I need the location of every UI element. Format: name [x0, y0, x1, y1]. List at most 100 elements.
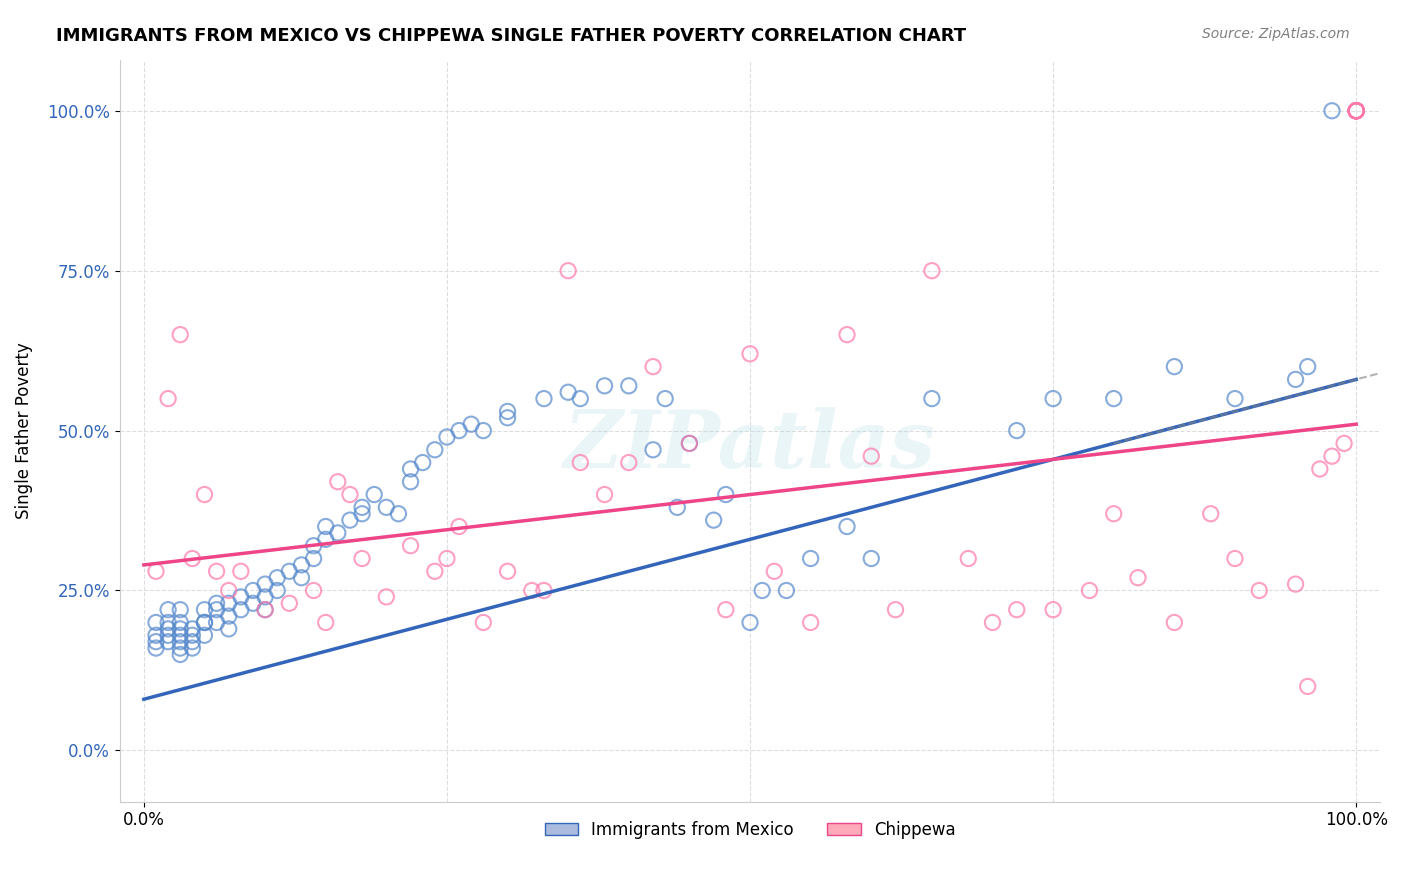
Point [169, 327, 191, 342]
Point [339, 487, 361, 501]
Point [315, 615, 337, 630]
Point [714, 487, 737, 501]
Point [738, 347, 761, 361]
Point [218, 609, 240, 624]
Point [1333, 436, 1355, 450]
Point [654, 392, 676, 406]
Point [472, 615, 495, 630]
Point [205, 603, 228, 617]
Point [835, 327, 858, 342]
Point [678, 436, 700, 450]
Point [254, 603, 277, 617]
Point [533, 392, 555, 406]
Point [800, 551, 823, 566]
Point [1320, 449, 1343, 463]
Point [557, 263, 579, 277]
Point [1296, 680, 1319, 694]
Point [266, 583, 288, 598]
Point [302, 583, 325, 598]
Point [399, 475, 422, 489]
Point [218, 583, 240, 598]
Point [229, 590, 252, 604]
Point [302, 539, 325, 553]
Point [157, 603, 180, 617]
Point [363, 487, 385, 501]
Point [593, 379, 616, 393]
Point [617, 456, 640, 470]
Point [290, 571, 312, 585]
Point [1163, 359, 1185, 374]
Point [169, 603, 191, 617]
Point [641, 359, 664, 374]
Point [315, 533, 337, 547]
Point [436, 551, 458, 566]
Point [254, 590, 277, 604]
Point [1346, 103, 1368, 118]
Point [460, 417, 482, 432]
Point [569, 392, 592, 406]
Point [617, 379, 640, 393]
Point [1346, 103, 1368, 118]
Point [1042, 392, 1064, 406]
Point [520, 583, 543, 598]
Point [1296, 359, 1319, 374]
Point [775, 583, 797, 598]
Point [205, 615, 228, 630]
Point [193, 615, 215, 630]
Point [1346, 103, 1368, 118]
Point [800, 615, 823, 630]
Point [1223, 551, 1246, 566]
Point [169, 622, 191, 636]
Point [1346, 103, 1368, 118]
Point [375, 590, 398, 604]
Point [145, 641, 167, 656]
Point [921, 263, 943, 277]
Point [157, 622, 180, 636]
Point [496, 404, 519, 418]
Point [1078, 583, 1101, 598]
Point [181, 551, 204, 566]
Point [205, 564, 228, 578]
Point [1102, 392, 1125, 406]
Point [290, 558, 312, 572]
Point [449, 519, 471, 533]
Point [1042, 603, 1064, 617]
Point [1223, 392, 1246, 406]
Point [242, 583, 264, 598]
Point [242, 596, 264, 610]
Point [981, 615, 1004, 630]
Text: ZIPatlas: ZIPatlas [564, 407, 936, 484]
Point [860, 551, 883, 566]
Point [1346, 103, 1368, 118]
Point [169, 634, 191, 648]
Point [181, 622, 204, 636]
Point [326, 475, 349, 489]
Point [181, 634, 204, 648]
Point [557, 385, 579, 400]
Point [641, 442, 664, 457]
Point [533, 583, 555, 598]
Point [145, 615, 167, 630]
Point [860, 449, 883, 463]
Point [1309, 462, 1331, 476]
Point [278, 596, 301, 610]
Point [1005, 603, 1028, 617]
Point [387, 507, 409, 521]
Legend: Immigrants from Mexico, Chippewa: Immigrants from Mexico, Chippewa [538, 814, 962, 846]
Point [193, 615, 215, 630]
Point [1005, 424, 1028, 438]
Point [957, 551, 980, 566]
Point [205, 596, 228, 610]
Point [835, 519, 858, 533]
Point [423, 564, 446, 578]
Point [218, 622, 240, 636]
Point [169, 641, 191, 656]
Point [157, 615, 180, 630]
Point [193, 487, 215, 501]
Point [1346, 103, 1368, 118]
Text: Source: ZipAtlas.com: Source: ZipAtlas.com [1202, 27, 1350, 41]
Point [714, 603, 737, 617]
Point [1320, 103, 1343, 118]
Point [1284, 372, 1306, 386]
Point [169, 628, 191, 642]
